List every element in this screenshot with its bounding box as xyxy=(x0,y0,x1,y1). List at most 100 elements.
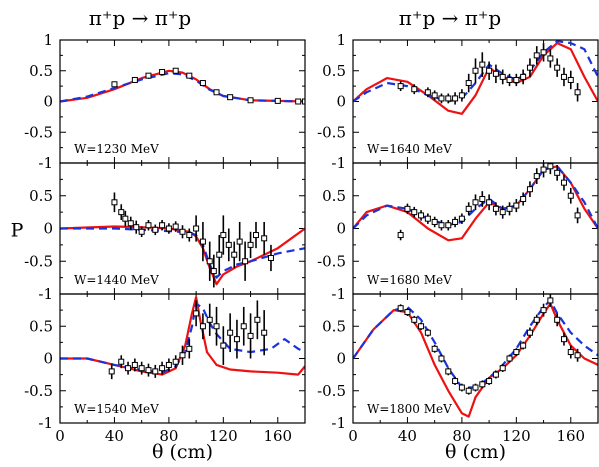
data-point xyxy=(479,196,486,203)
data-point xyxy=(540,307,547,314)
data-point xyxy=(472,67,479,74)
data-point xyxy=(445,222,452,229)
y-tick-label: 0.5 xyxy=(322,317,346,335)
y-tick-label: -1 xyxy=(331,154,346,172)
panel-frame xyxy=(352,293,599,424)
y-tick-label: 1 xyxy=(43,31,53,49)
x-tick-label: 0 xyxy=(348,427,358,445)
data-point xyxy=(499,365,506,372)
data-point xyxy=(261,235,268,242)
data-point xyxy=(172,67,179,74)
data-point xyxy=(199,80,206,87)
data-point xyxy=(138,365,145,372)
y-tick-label: 0 xyxy=(336,93,346,111)
data-point xyxy=(431,218,438,225)
data-point xyxy=(513,76,520,83)
data-point xyxy=(193,310,200,317)
blue-dashed-curve xyxy=(60,227,305,279)
data-point xyxy=(540,49,547,56)
y-tick-label: -0.5 xyxy=(24,252,53,270)
plot-area xyxy=(60,67,305,105)
data-point xyxy=(206,258,213,265)
blue-dashed-curve xyxy=(60,72,305,103)
data-point xyxy=(220,232,227,239)
data-point xyxy=(445,95,452,102)
data-point xyxy=(431,345,438,352)
panel-right-1: -1 -0.5 0 0.5 1 W=1640 MeV xyxy=(317,31,599,172)
data-point xyxy=(540,166,547,173)
data-point xyxy=(247,332,254,339)
data-point xyxy=(179,352,186,359)
data-point xyxy=(465,80,472,87)
y-tick-label: 0 xyxy=(43,350,53,368)
data-point xyxy=(240,323,247,330)
data-point xyxy=(125,365,132,372)
data-point xyxy=(159,68,166,75)
data-point xyxy=(397,232,404,239)
data-point xyxy=(152,368,159,375)
x-tick-label: 40 xyxy=(398,427,417,445)
y-tick-label: 1 xyxy=(336,31,346,49)
data-point xyxy=(458,384,465,391)
blue-dashed-curve xyxy=(353,165,598,230)
data-point xyxy=(492,70,499,77)
data-point xyxy=(172,223,179,230)
energy-label: W=1800 MeV xyxy=(367,402,452,416)
data-point xyxy=(492,205,499,212)
y-tick-label: 0 xyxy=(43,93,53,111)
energy-label: W=1680 MeV xyxy=(367,273,452,287)
data-point xyxy=(574,212,581,219)
x-tick-label: 160 xyxy=(263,427,292,445)
data-point xyxy=(574,352,581,359)
y-tick-label: 0 xyxy=(336,220,346,238)
data-point xyxy=(452,378,459,385)
data-point xyxy=(220,342,227,349)
data-point xyxy=(499,73,506,80)
data-point xyxy=(418,323,425,330)
y-tick-label: 0 xyxy=(43,220,53,238)
x-tick-label: 40 xyxy=(105,427,124,445)
blue-dashed-curve xyxy=(353,299,598,389)
x-axis-title: θ (cm) xyxy=(445,441,506,463)
data-point xyxy=(404,309,411,316)
energy-label: W=1230 MeV xyxy=(74,142,159,156)
x-tick-label: 80 xyxy=(452,427,471,445)
data-point xyxy=(560,179,567,186)
data-point xyxy=(152,226,159,233)
panel-frame xyxy=(59,293,306,424)
y-tick-label: -1 xyxy=(38,154,53,172)
x-axis-title: θ (cm) xyxy=(152,441,213,463)
blue-dashed-curve xyxy=(60,302,305,374)
data-point xyxy=(506,205,513,212)
data-point xyxy=(452,95,459,102)
data-point xyxy=(231,251,238,258)
data-point xyxy=(506,76,513,83)
panel-right-3: -1 -0.5 0 0.5 0 40 80 120 160 W=1800 MeV θ (cm) xyxy=(317,293,599,463)
data-point xyxy=(210,268,217,275)
data-point xyxy=(225,241,232,248)
y-tick-label: 0 xyxy=(336,350,346,368)
data-point xyxy=(295,98,302,105)
data-point xyxy=(411,316,418,323)
data-point xyxy=(213,89,220,96)
data-point xyxy=(547,55,554,62)
y-tick-label: 0.5 xyxy=(29,187,53,205)
data-point xyxy=(216,251,223,258)
data-point xyxy=(458,215,465,222)
data-point xyxy=(247,241,254,248)
data-point xyxy=(574,89,581,96)
data-point xyxy=(133,224,140,231)
data-point xyxy=(227,329,234,336)
right-column-title: π⁺p → π⁺p xyxy=(399,6,501,30)
x-tick-label: 120 xyxy=(209,427,238,445)
data-point xyxy=(165,225,172,232)
panel-right-2: -1 -0.5 0 0.5 W=1680 MeV xyxy=(317,162,599,303)
y-tick-label: -1 xyxy=(331,414,346,432)
data-point xyxy=(267,254,274,261)
data-point xyxy=(424,215,431,222)
data-point xyxy=(145,367,152,374)
data-point xyxy=(560,73,567,80)
left-column-title: π⁺p → π⁺p xyxy=(89,6,191,30)
y-tick-label: -1 xyxy=(38,285,53,303)
plot-area xyxy=(60,192,305,288)
